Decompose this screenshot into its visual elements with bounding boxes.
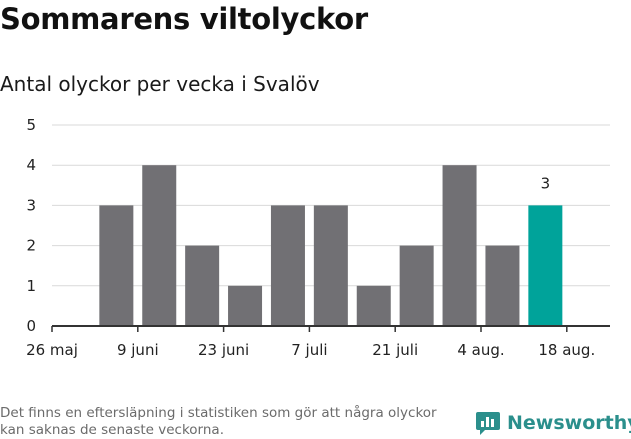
highlight-data-label: 3 <box>541 174 551 192</box>
x-tick-label: 21 juli <box>372 341 418 359</box>
bar-9-juni <box>142 165 177 326</box>
brand-name: Newsworthy <box>507 412 631 434</box>
footnote: Det finns en eftersläpning i statistiken… <box>0 405 437 438</box>
chart-subtitle: Antal olyckor per vecka i Svalöv <box>0 72 320 96</box>
bars <box>99 165 563 326</box>
x-tick-label: 26 maj <box>26 341 78 359</box>
bar-7-juli <box>313 205 348 326</box>
x-tick-label: 7 juli <box>291 341 327 359</box>
y-tick-label: 2 <box>26 237 36 255</box>
bar-28-juli <box>442 165 477 326</box>
y-tick-label: 5 <box>26 116 36 134</box>
bar-chart: 0 1 2 3 4 5 26 maj 9 juni 23 juni 7 juli 21 juli 4… <box>26 116 610 359</box>
bar-14-juli <box>356 285 391 326</box>
y-axis-ticks: 0 1 2 3 4 5 <box>26 116 36 335</box>
y-tick-label: 1 <box>26 277 36 295</box>
bar-2-juni <box>99 205 134 326</box>
bar-21-juli <box>399 245 434 326</box>
x-axis-ticks: 26 maj 9 juni 23 juni 7 juli 21 juli 4 aug. 18… <box>26 326 595 359</box>
x-tick-label: 4 aug. <box>457 341 504 359</box>
x-tick-label: 9 juni <box>117 341 159 359</box>
y-tick-label: 4 <box>26 156 36 174</box>
bar-11-aug <box>528 205 563 326</box>
bar-4-aug <box>485 245 520 326</box>
chart-title: Sommarens viltolyckor <box>0 2 368 36</box>
bar-30-juni <box>270 205 305 326</box>
x-tick-label: 18 aug. <box>538 341 595 359</box>
bar-16-juni <box>185 245 220 326</box>
data-labels: 3 <box>541 174 551 192</box>
bar-chart-icon <box>476 412 500 435</box>
x-tick-label: 23 juni <box>198 341 249 359</box>
bar-23-juni <box>228 285 263 326</box>
y-tick-label: 3 <box>26 196 36 214</box>
y-tick-label: 0 <box>26 317 36 335</box>
brand-logo: Newsworthy <box>475 408 631 438</box>
